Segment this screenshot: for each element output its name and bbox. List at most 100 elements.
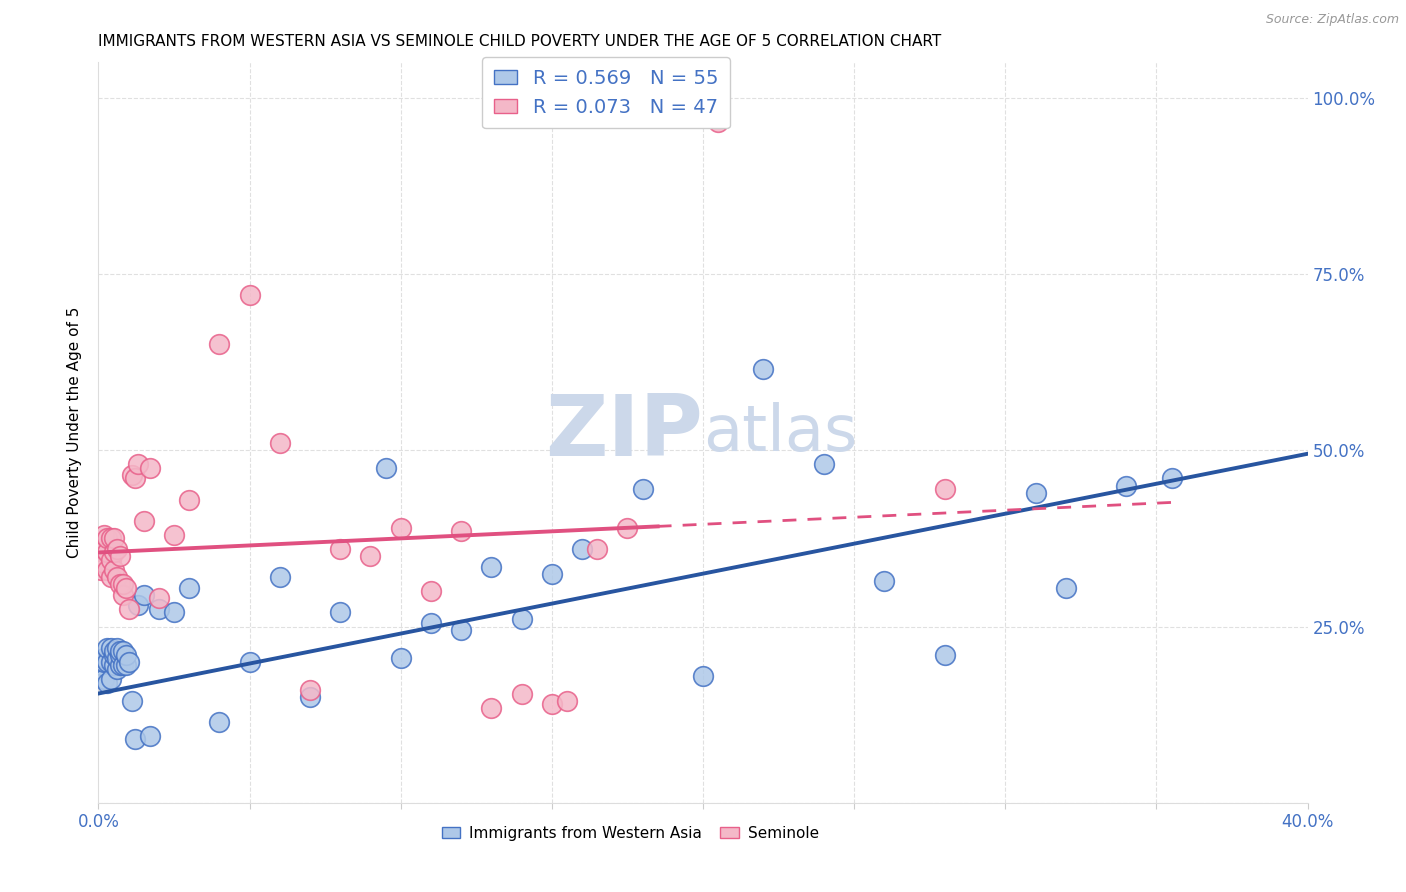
Point: [692, 669, 714, 683]
Point: [510, 686, 533, 700]
Point: [100, 552, 122, 566]
Point: [481, 559, 503, 574]
Point: [752, 362, 775, 376]
Point: [873, 574, 896, 588]
Point: [586, 541, 609, 556]
Point: [450, 524, 472, 539]
Point: [239, 655, 262, 669]
Point: [269, 436, 291, 450]
Point: [96, 676, 118, 690]
Point: [163, 528, 186, 542]
Point: [118, 655, 141, 669]
Point: [132, 588, 155, 602]
Point: [90, 658, 112, 673]
Point: [114, 581, 136, 595]
Point: [121, 693, 143, 707]
Point: [100, 532, 122, 546]
Point: [93, 651, 115, 665]
Point: [239, 288, 262, 302]
Point: [269, 570, 291, 584]
Point: [93, 528, 115, 542]
Point: [108, 658, 131, 673]
Point: [707, 115, 730, 129]
Point: [450, 623, 472, 637]
Point: [103, 532, 125, 546]
Point: [114, 648, 136, 662]
Point: [108, 648, 131, 662]
Point: [631, 482, 654, 496]
Point: [360, 549, 382, 563]
Point: [540, 566, 562, 581]
Point: [111, 658, 134, 673]
Point: [105, 640, 128, 655]
Point: [111, 577, 134, 591]
Point: [96, 655, 118, 669]
Point: [103, 658, 125, 673]
Point: [148, 602, 170, 616]
Text: ZIP: ZIP: [546, 391, 703, 475]
Point: [481, 700, 503, 714]
Point: [208, 337, 231, 351]
Point: [934, 648, 956, 662]
Point: [139, 461, 162, 475]
Point: [127, 599, 149, 613]
Point: [108, 549, 131, 563]
Point: [100, 640, 122, 655]
Point: [374, 461, 396, 475]
Point: [329, 541, 352, 556]
Text: IMMIGRANTS FROM WESTERN ASIA VS SEMINOLE CHILD POVERTY UNDER THE AGE OF 5 CORREL: IMMIGRANTS FROM WESTERN ASIA VS SEMINOLE…: [98, 34, 942, 49]
Legend: Immigrants from Western Asia, Seminole: Immigrants from Western Asia, Seminole: [436, 820, 825, 847]
Point: [813, 458, 835, 472]
Point: [148, 591, 170, 606]
Point: [540, 697, 562, 711]
Point: [100, 570, 122, 584]
Text: Source: ZipAtlas.com: Source: ZipAtlas.com: [1265, 13, 1399, 27]
Point: [510, 612, 533, 626]
Point: [103, 648, 125, 662]
Point: [103, 644, 125, 658]
Point: [111, 588, 134, 602]
Point: [96, 563, 118, 577]
Point: [124, 471, 146, 485]
Point: [105, 570, 128, 584]
Point: [114, 658, 136, 673]
Point: [96, 640, 118, 655]
Point: [103, 545, 125, 559]
Point: [1054, 581, 1077, 595]
Point: [299, 683, 322, 698]
Point: [108, 644, 131, 658]
Point: [108, 577, 131, 591]
Point: [420, 615, 443, 630]
Point: [329, 606, 352, 620]
Point: [100, 673, 122, 687]
Point: [100, 655, 122, 669]
Point: [93, 541, 115, 556]
Text: atlas: atlas: [703, 401, 858, 464]
Point: [118, 602, 141, 616]
Point: [132, 514, 155, 528]
Point: [1160, 471, 1182, 485]
Point: [96, 545, 118, 559]
Point: [111, 644, 134, 658]
Point: [571, 541, 593, 556]
Point: [105, 541, 128, 556]
Point: [139, 729, 162, 743]
Point: [389, 651, 412, 665]
Point: [90, 541, 112, 556]
Point: [93, 655, 115, 669]
Point: [616, 521, 638, 535]
Point: [208, 714, 231, 729]
Point: [103, 563, 125, 577]
Point: [934, 482, 956, 496]
Point: [1024, 485, 1046, 500]
Point: [93, 556, 115, 570]
Point: [389, 521, 412, 535]
Point: [555, 693, 578, 707]
Point: [299, 690, 322, 704]
Point: [163, 606, 186, 620]
Point: [90, 563, 112, 577]
Point: [105, 651, 128, 665]
Point: [96, 532, 118, 546]
Point: [124, 732, 146, 747]
Y-axis label: Child Poverty Under the Age of 5: Child Poverty Under the Age of 5: [67, 307, 83, 558]
